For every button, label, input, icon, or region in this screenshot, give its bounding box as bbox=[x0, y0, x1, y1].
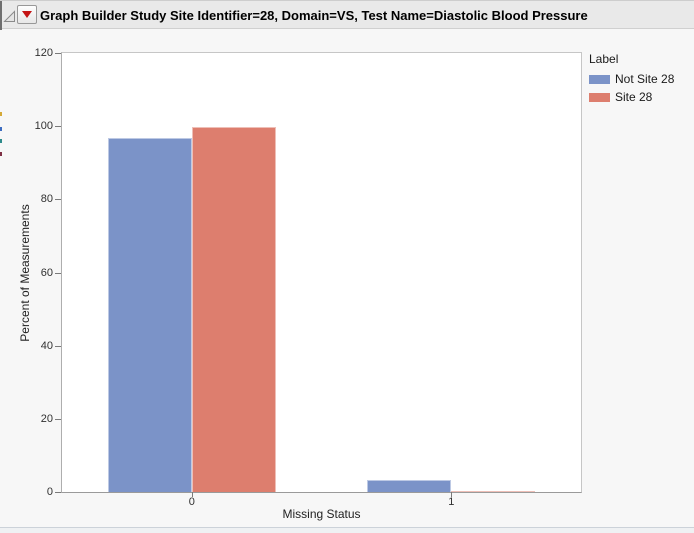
report-title-bar: Graph Builder Study Site Identifier=28, … bbox=[0, 0, 694, 30]
y-axis-tick-label: 20 bbox=[40, 412, 53, 425]
legend-item-label: Site 28 bbox=[615, 90, 653, 104]
x-axis-tick-label: 1 bbox=[448, 496, 455, 508]
y-axis-tick bbox=[55, 272, 61, 274]
x-axis-tick-label: 0 bbox=[188, 496, 195, 508]
y-axis-tick-label: 0 bbox=[46, 486, 53, 498]
y-axis-tick bbox=[55, 53, 61, 54]
y-axis-tick bbox=[55, 126, 61, 128]
legend-title: Label bbox=[589, 52, 619, 66]
legend-swatch[interactable] bbox=[589, 74, 610, 84]
y-axis-tick bbox=[55, 199, 61, 201]
legend-item-label: Not Site 28 bbox=[615, 72, 675, 86]
y-axis-tick-label: 100 bbox=[34, 120, 53, 133]
bar-site-28-x0[interactable] bbox=[191, 127, 276, 492]
legend-swatch[interactable] bbox=[589, 92, 610, 102]
screen-edge-artifact bbox=[0, 152, 2, 156]
x-axis-title[interactable]: Missing Status bbox=[282, 507, 361, 521]
legend-item-not-site-28[interactable]: Not Site 28 bbox=[589, 72, 674, 86]
bar-not-site-28-x1[interactable] bbox=[367, 480, 452, 492]
window-left-edge bbox=[0, 1, 2, 30]
legend-item-site-28[interactable]: Site 28 bbox=[589, 90, 674, 104]
red-triangle-glyph bbox=[22, 11, 32, 18]
y-axis-tick-label: 120 bbox=[34, 47, 53, 59]
y-axis-tick-label: 80 bbox=[40, 193, 53, 206]
screen-edge-artifact bbox=[0, 112, 2, 116]
plot-area[interactable]: 0 1 0 20 40 60 80 100 120 bbox=[35, 47, 582, 508]
y-axis-tick bbox=[55, 418, 61, 420]
legend-items: Not Site 28 Site 28 bbox=[589, 72, 674, 104]
y-axis-tick bbox=[55, 345, 61, 347]
bar-not-site-28-x0[interactable] bbox=[107, 137, 192, 492]
screen-edge-artifact bbox=[0, 127, 2, 131]
y-axis-tick bbox=[55, 492, 61, 493]
disclosure-triangle-icon[interactable] bbox=[3, 10, 16, 23]
bar-site-28-x1[interactable] bbox=[451, 490, 536, 492]
red-triangle-menu-icon[interactable] bbox=[17, 5, 37, 24]
y-axis-tick-label: 60 bbox=[40, 266, 53, 279]
y-axis-tick-label: 40 bbox=[40, 339, 53, 352]
y-axis-title[interactable]: Percent of Measurements bbox=[18, 204, 32, 342]
x-axis-tick bbox=[451, 492, 453, 497]
screen-edge-artifact bbox=[0, 139, 2, 143]
window-bottom-strip bbox=[0, 527, 694, 533]
legend: Label Not Site 28 Site 28 bbox=[589, 52, 674, 108]
report-title: Graph Builder Study Site Identifier=28, … bbox=[40, 8, 588, 23]
x-axis-tick bbox=[191, 492, 193, 497]
